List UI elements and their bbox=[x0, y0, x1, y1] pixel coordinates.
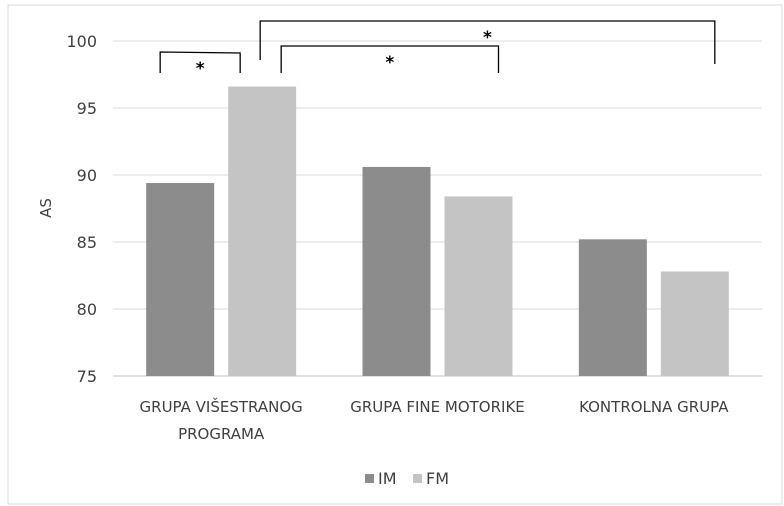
category-label: GRUPA FINE MOTORIKE bbox=[350, 398, 525, 416]
legend-label-fm: FM bbox=[426, 469, 449, 488]
gridlines bbox=[113, 40, 762, 377]
y-tick-label: 85 bbox=[77, 233, 97, 252]
significance-star: * bbox=[385, 53, 394, 73]
bar-im-2 bbox=[362, 166, 431, 376]
significance-bracket bbox=[259, 20, 716, 64]
y-tick-label: 100 bbox=[66, 32, 97, 51]
y-tick-label: 95 bbox=[77, 99, 97, 118]
y-tick-label: 80 bbox=[77, 300, 97, 319]
y-tick-label: 90 bbox=[77, 166, 97, 185]
category-label: GRUPA VIŠESTRANOG bbox=[140, 397, 303, 416]
bar-fm-1 bbox=[228, 86, 297, 376]
significance-star: * bbox=[483, 28, 492, 48]
category-label: KONTROLNA GRUPA bbox=[579, 398, 729, 416]
legend-swatch-im bbox=[365, 474, 374, 483]
category-labels: GRUPA VIŠESTRANOG PROGRAMA GRUPA FINE MOTO… bbox=[140, 397, 730, 443]
bar-im-1 bbox=[146, 183, 215, 376]
bar-fm-2 bbox=[444, 196, 513, 376]
bar-fm-3 bbox=[660, 271, 729, 376]
y-tick-label: 75 bbox=[77, 367, 97, 386]
category-label: PROGRAMA bbox=[178, 425, 265, 443]
bars bbox=[146, 86, 729, 376]
legend: IM FM bbox=[365, 469, 449, 488]
y-tick-labels: 75 80 85 90 95 100 bbox=[66, 32, 97, 386]
significance-star: * bbox=[196, 59, 205, 79]
significance-brackets: * * * bbox=[159, 20, 716, 79]
significance-bracket bbox=[159, 51, 241, 73]
y-axis-label: AS bbox=[37, 198, 55, 218]
legend-swatch-fm bbox=[413, 474, 422, 483]
significance-bracket bbox=[280, 45, 500, 73]
bar-im-3 bbox=[578, 239, 647, 376]
legend-label-im: IM bbox=[378, 469, 397, 488]
